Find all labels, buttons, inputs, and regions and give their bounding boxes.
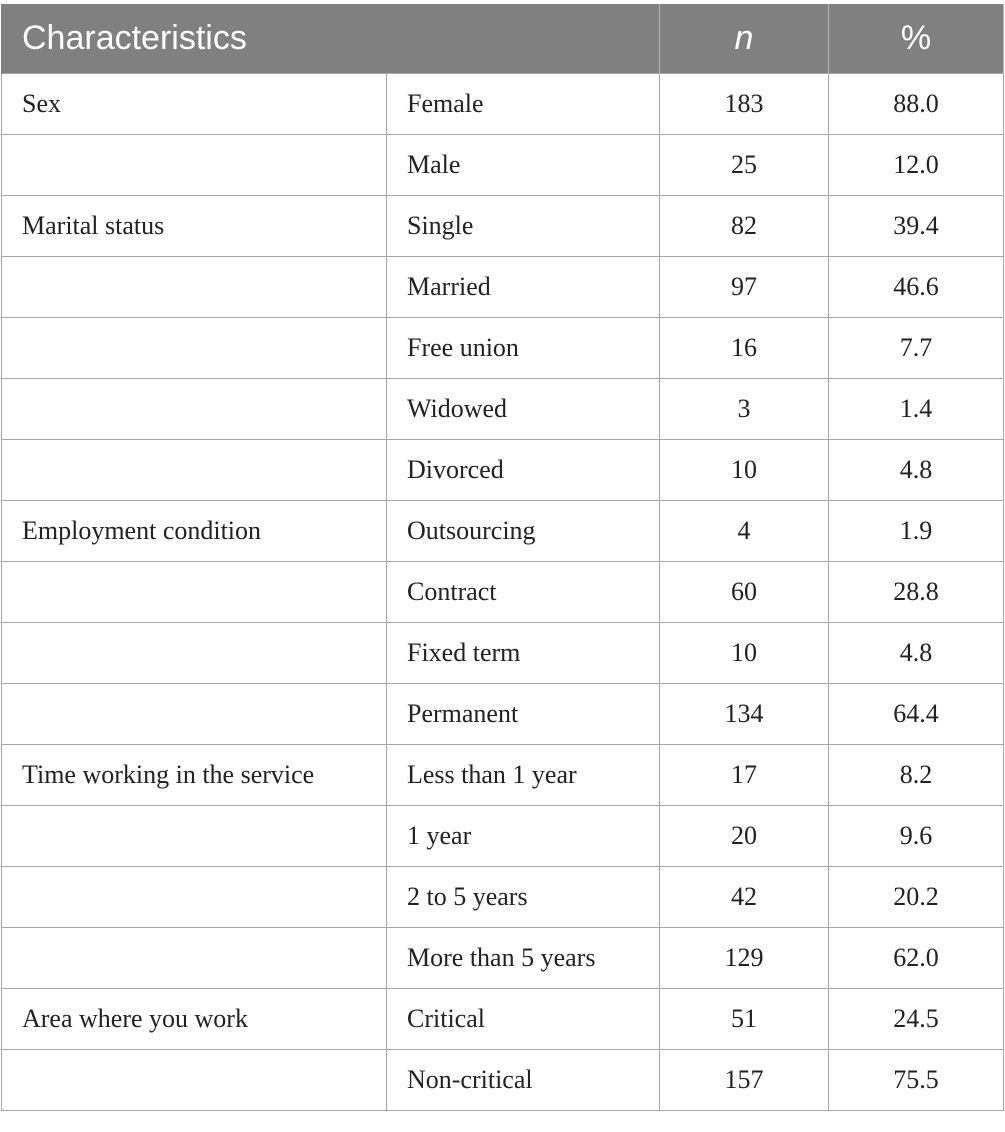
count-cell: 25 — [659, 134, 829, 196]
percent-cell: 24.5 — [828, 988, 1004, 1050]
level-cell: Non-critical — [386, 1049, 660, 1111]
count-cell: 157 — [659, 1049, 829, 1111]
category-cell: Marital status — [1, 195, 387, 257]
category-cell: Sex — [1, 73, 387, 135]
level-cell: Less than 1 year — [386, 744, 660, 806]
count-cell: 60 — [659, 561, 829, 623]
percent-cell: 12.0 — [828, 134, 1004, 196]
category-cell — [1, 1049, 387, 1111]
level-cell: Male — [386, 134, 660, 196]
level-cell: More than 5 years — [386, 927, 660, 989]
category-cell — [1, 561, 387, 623]
table-row: Married 97 46.6 — [1, 256, 1004, 318]
table-header: Characteristics n % — [1, 4, 1004, 74]
level-cell: 1 year — [386, 805, 660, 867]
level-cell: Critical — [386, 988, 660, 1050]
level-cell: Single — [386, 195, 660, 257]
table-row: 2 to 5 years 42 20.2 — [1, 866, 1004, 928]
table-row: Permanent 134 64.4 — [1, 683, 1004, 745]
percent-cell: 4.8 — [828, 622, 1004, 684]
percent-cell: 8.2 — [828, 744, 1004, 806]
count-cell: 16 — [659, 317, 829, 379]
table-row: Time working in the service Less than 1 y… — [1, 744, 1004, 806]
category-cell — [1, 805, 387, 867]
count-cell: 4 — [659, 500, 829, 562]
percent-cell: 64.4 — [828, 683, 1004, 745]
percent-cell: 7.7 — [828, 317, 1004, 379]
count-cell: 17 — [659, 744, 829, 806]
level-cell: Divorced — [386, 439, 660, 501]
count-cell: 51 — [659, 988, 829, 1050]
header-percent: % — [828, 4, 1004, 74]
category-cell — [1, 439, 387, 501]
category-cell: Time working in the service — [1, 744, 387, 806]
table-row: Male 25 12.0 — [1, 134, 1004, 196]
count-cell: 10 — [659, 622, 829, 684]
category-cell: Area where you work — [1, 988, 387, 1050]
percent-cell: 28.8 — [828, 561, 1004, 623]
count-cell: 129 — [659, 927, 829, 989]
category-cell — [1, 134, 387, 196]
level-cell: Widowed — [386, 378, 660, 440]
category-cell — [1, 378, 387, 440]
table-row: 1 year 20 9.6 — [1, 805, 1004, 867]
count-cell: 183 — [659, 73, 829, 135]
characteristics-table: Characteristics n % Sex Female 183 88.0 Male… — [1, 4, 1004, 1111]
level-cell: Free union — [386, 317, 660, 379]
table-row: Free union 16 7.7 — [1, 317, 1004, 379]
count-cell: 82 — [659, 195, 829, 257]
header-characteristics: Characteristics — [1, 4, 660, 74]
category-cell — [1, 622, 387, 684]
table-row: Employment condition Outsourcing 4 1.9 — [1, 500, 1004, 562]
level-cell: Contract — [386, 561, 660, 623]
category-cell: Employment condition — [1, 500, 387, 562]
level-cell: Fixed term — [386, 622, 660, 684]
count-cell: 134 — [659, 683, 829, 745]
table-row: Marital status Single 82 39.4 — [1, 195, 1004, 257]
table-body: Sex Female 183 88.0 Male 25 12.0 Marital status… — [1, 73, 1004, 1111]
percent-cell: 1.4 — [828, 378, 1004, 440]
percent-cell: 88.0 — [828, 73, 1004, 135]
table-row: Sex Female 183 88.0 — [1, 73, 1004, 135]
table-row: Divorced 10 4.8 — [1, 439, 1004, 501]
percent-cell: 39.4 — [828, 195, 1004, 257]
table-row: More than 5 years 129 62.0 — [1, 927, 1004, 989]
count-cell: 97 — [659, 256, 829, 318]
level-cell: Female — [386, 73, 660, 135]
count-cell: 20 — [659, 805, 829, 867]
percent-cell: 1.9 — [828, 500, 1004, 562]
level-cell: 2 to 5 years — [386, 866, 660, 928]
characteristics-table-container: Characteristics n % Sex Female 183 88.0 Male… — [1, 4, 1004, 1111]
category-cell — [1, 683, 387, 745]
header-row: Characteristics n % — [1, 4, 1004, 74]
table-row: Area where you work Critical 51 24.5 — [1, 988, 1004, 1050]
category-cell — [1, 866, 387, 928]
table-row: Non-critical 157 75.5 — [1, 1049, 1004, 1111]
percent-cell: 9.6 — [828, 805, 1004, 867]
count-cell: 3 — [659, 378, 829, 440]
table-row: Widowed 3 1.4 — [1, 378, 1004, 440]
table-row: Fixed term 10 4.8 — [1, 622, 1004, 684]
table-row: Contract 60 28.8 — [1, 561, 1004, 623]
percent-cell: 75.5 — [828, 1049, 1004, 1111]
level-cell: Outsourcing — [386, 500, 660, 562]
percent-cell: 4.8 — [828, 439, 1004, 501]
header-n: n — [659, 4, 829, 74]
count-cell: 42 — [659, 866, 829, 928]
level-cell: Permanent — [386, 683, 660, 745]
percent-cell: 62.0 — [828, 927, 1004, 989]
category-cell — [1, 927, 387, 989]
count-cell: 10 — [659, 439, 829, 501]
category-cell — [1, 317, 387, 379]
percent-cell: 46.6 — [828, 256, 1004, 318]
category-cell — [1, 256, 387, 318]
level-cell: Married — [386, 256, 660, 318]
percent-cell: 20.2 — [828, 866, 1004, 928]
